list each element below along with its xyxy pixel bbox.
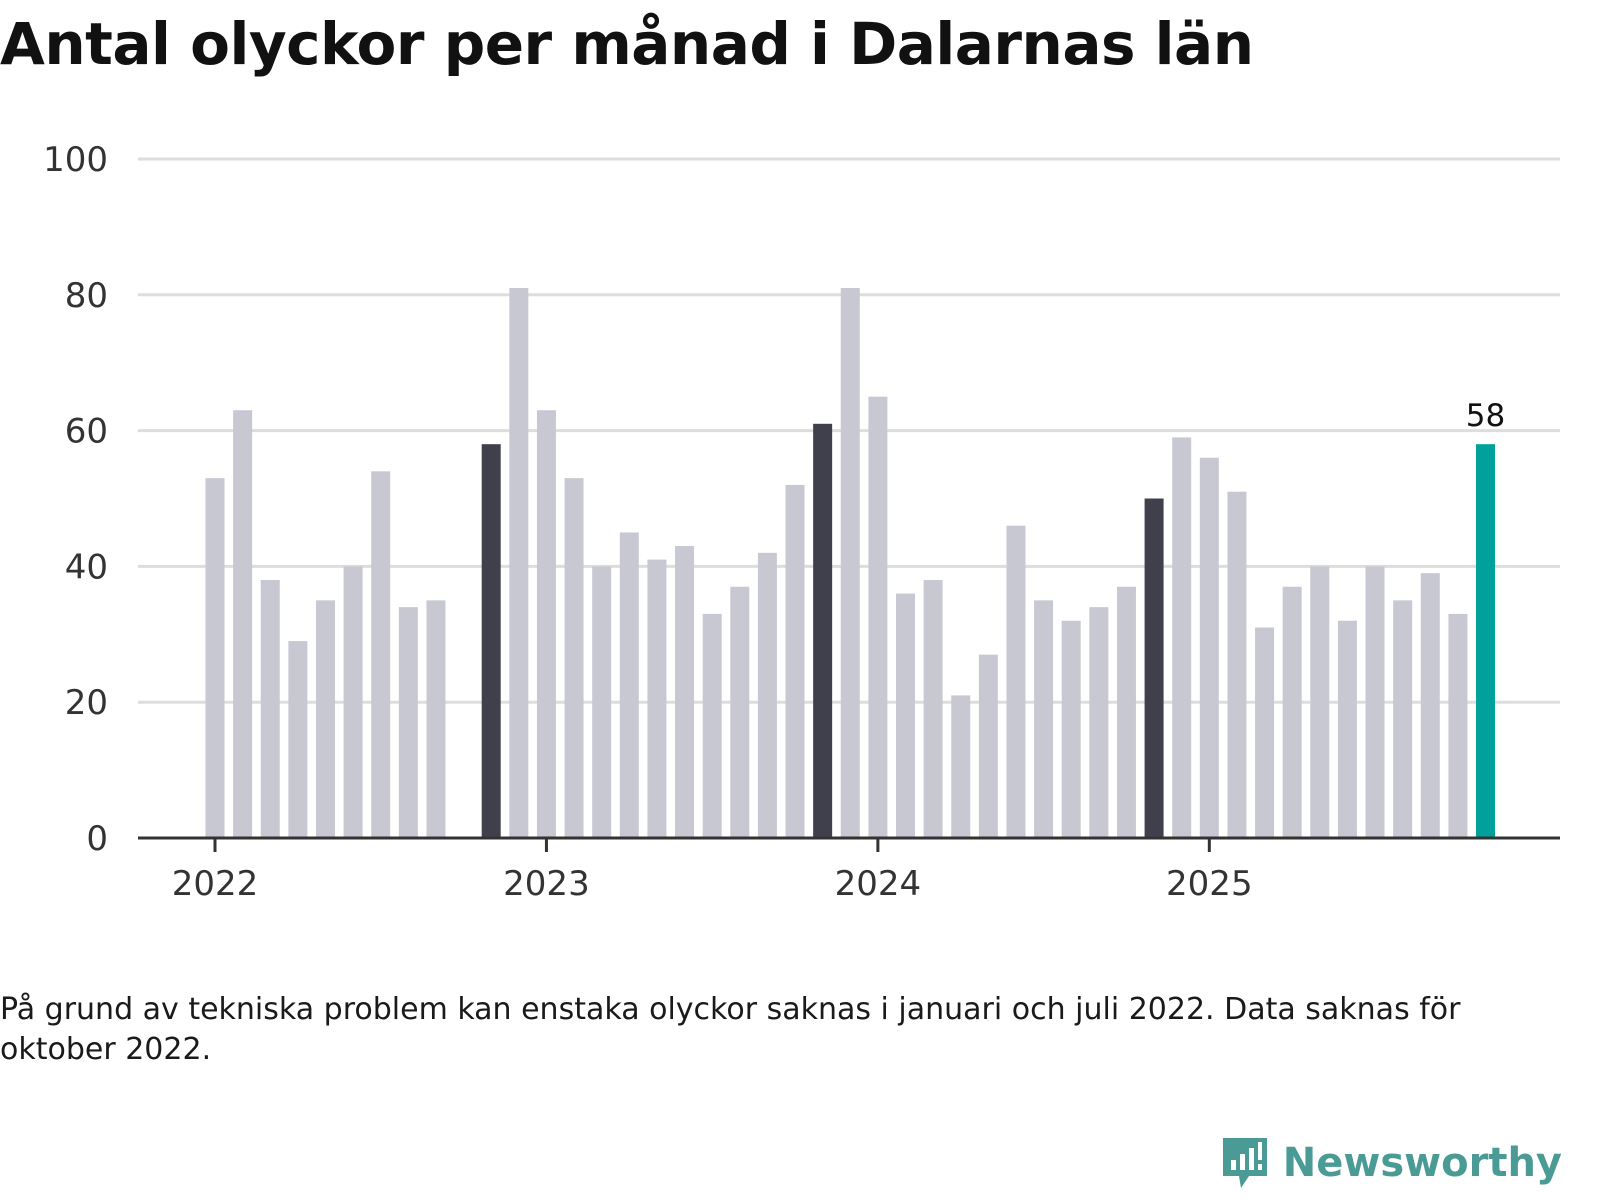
bar-2025-08 <box>1393 600 1413 838</box>
bar-2025-06 <box>1337 620 1357 838</box>
bar-2025-03 <box>1255 627 1275 838</box>
bar-2025-09 <box>1420 573 1440 838</box>
bar-2025-04 <box>1282 586 1302 838</box>
bar-2022-09 <box>426 600 446 838</box>
x-tick-label: 2022 <box>172 864 259 904</box>
y-tick-label: 100 <box>43 140 108 180</box>
bar-2023-10 <box>785 484 805 838</box>
bar-2022-12 <box>509 288 529 838</box>
bar-2022-03 <box>260 579 280 838</box>
bar-2024-05 <box>978 654 998 838</box>
bar-2024-06 <box>1006 525 1026 838</box>
bar-2023-02 <box>564 478 584 838</box>
bar-2022-08 <box>398 607 418 838</box>
bar-2023-12 <box>840 288 860 838</box>
bar-2025-02 <box>1227 491 1247 838</box>
bar-2025-10 <box>1448 613 1468 838</box>
bar-2023-08 <box>730 586 750 838</box>
bar-2022-11 <box>481 444 501 838</box>
bar-2025-05 <box>1310 566 1330 838</box>
bar-2024-11 <box>1144 498 1164 838</box>
bar-chart: 0 20 40 60 80 100 2022 2023 2024 2025 58 <box>43 140 1560 904</box>
bar-2022-04 <box>288 641 308 838</box>
brand[interactable]: Newsworthy <box>1219 1134 1562 1192</box>
bar-2025-01 <box>1199 457 1219 838</box>
footnote: På grund av tekniska problem kan enstaka… <box>0 992 1461 1067</box>
bar-2024-10 <box>1116 586 1136 838</box>
data-label-latest: 58 <box>1466 398 1505 434</box>
bar-2024-04 <box>951 695 971 838</box>
bars <box>205 288 1496 838</box>
x-tick-label: 2024 <box>835 864 922 904</box>
labels: 0 20 40 60 80 100 2022 2023 2024 2025 58 <box>43 140 1505 904</box>
bar-2023-07 <box>702 613 722 838</box>
bar-2023-06 <box>675 546 695 838</box>
bar-2023-03 <box>592 566 612 838</box>
bar-2022-05 <box>315 600 335 838</box>
bar-2023-01 <box>536 410 556 838</box>
bar-2023-05 <box>647 559 667 838</box>
bar-2024-01 <box>868 396 888 838</box>
bar-2023-04 <box>619 532 639 838</box>
bar-2022-01 <box>205 478 225 838</box>
bar-2024-03 <box>923 579 943 838</box>
bar-2023-09 <box>757 552 777 838</box>
y-tick-label: 40 <box>65 547 108 587</box>
chart-title: Antal olyckor per månad i Dalarnas län <box>0 10 1254 78</box>
bar-2022-06 <box>343 566 363 838</box>
y-tick-label: 0 <box>86 819 108 859</box>
bar-2024-02 <box>896 593 915 838</box>
brand-name: Newsworthy <box>1282 1140 1562 1186</box>
bar-2023-11 <box>813 423 833 838</box>
y-tick-label: 80 <box>65 276 108 316</box>
axes <box>138 836 1560 852</box>
bar-2024-07 <box>1034 600 1054 838</box>
newsworthy-logo-icon <box>1222 1138 1267 1188</box>
y-tick-label: 20 <box>65 683 108 723</box>
bar-2022-07 <box>371 471 391 838</box>
bar-2024-12 <box>1172 437 1192 838</box>
bar-2024-08 <box>1061 620 1081 838</box>
bar-2024-09 <box>1089 607 1109 838</box>
bar-2025-07 <box>1365 566 1385 838</box>
bar-2022-02 <box>233 410 253 838</box>
y-tick-label: 60 <box>65 412 108 452</box>
x-tick-label: 2025 <box>1166 864 1253 904</box>
bar-2025-11 <box>1476 444 1496 838</box>
x-tick-label: 2023 <box>503 864 590 904</box>
